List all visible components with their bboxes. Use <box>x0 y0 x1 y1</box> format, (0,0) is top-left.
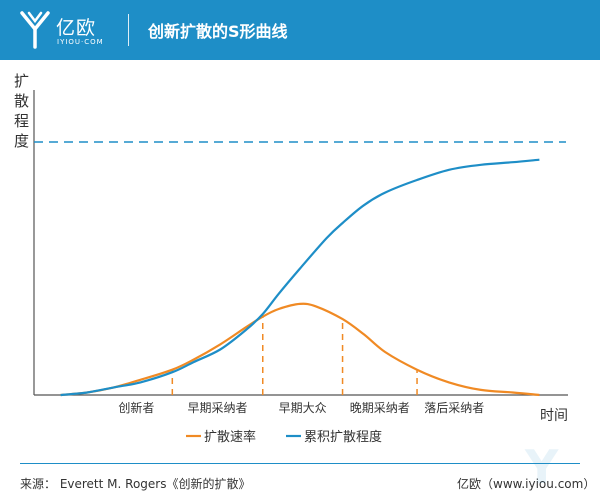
series-lines <box>60 158 540 397</box>
category-dividers <box>171 316 418 395</box>
x-axis-label: 时间 <box>540 408 568 424</box>
legend-label: 扩散速率 <box>204 429 256 445</box>
header-bar: 亿欧 IYIOU·COM 创新扩散的S形曲线 <box>0 0 600 60</box>
site-credit: 亿欧（www.iyiou.com） <box>457 477 596 491</box>
y-axis-label: 扩散程度 <box>14 72 29 150</box>
category-labels: 创新者 早期采纳者 早期大众 晚期采纳者 落后采纳者 <box>118 400 484 415</box>
diffusion-rate-line <box>60 302 540 397</box>
category-label: 创新者 <box>118 400 154 415</box>
category-label: 早期大众 <box>279 401 327 415</box>
header-divider <box>128 14 129 46</box>
page-title: 创新扩散的S形曲线 <box>148 22 288 41</box>
watermark-logo: Y <box>525 440 559 494</box>
legend: 扩散速率 累积扩散程度 <box>186 429 382 445</box>
source-note: 来源： Everett M. Rogers《创新的扩散》 <box>20 477 251 491</box>
logo-text: 亿欧 <box>56 17 97 39</box>
cumulative-diffusion-line <box>60 158 540 397</box>
legend-label: 累积扩散程度 <box>304 429 382 445</box>
logo-subtext: IYIOU·COM <box>57 38 104 46</box>
category-label: 晚期采纳者 <box>350 401 410 415</box>
iyiou-logo-icon <box>20 11 50 49</box>
category-label: 早期采纳者 <box>188 401 248 415</box>
axes <box>33 90 568 396</box>
category-label: 落后采纳者 <box>424 401 484 415</box>
footer-divider <box>20 463 580 464</box>
diffusion-chart: 扩散程度 时间 创新者 早期采纳者 早期大众 晚期采纳者 落后采纳者 扩散速率 累积扩散程… <box>14 72 568 445</box>
